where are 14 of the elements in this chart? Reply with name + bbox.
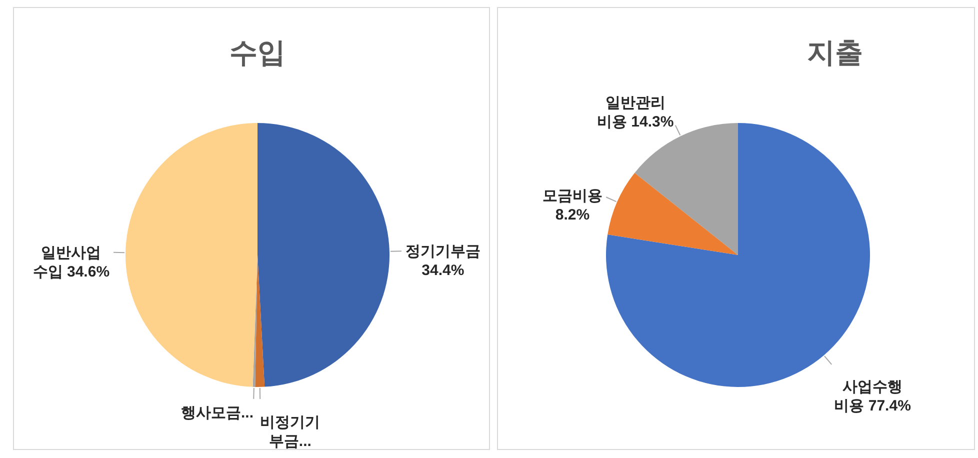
pie-slice (258, 123, 390, 387)
slice-label: 일반관리 비용 14.3% (596, 94, 674, 131)
pie-slice (608, 172, 738, 255)
slice-label: 비정기기부금... (260, 414, 320, 450)
chart-title: 지출 (807, 37, 863, 68)
slice-label: 사업수행 비용 77.4% (834, 378, 911, 414)
slice-label: 행사모금... (181, 404, 254, 422)
slice-label: 정기기부금 (405, 243, 480, 260)
pie-slice (126, 123, 258, 387)
slice-label: 일반사업 수입 34.6% (32, 244, 110, 280)
chart-title: 수입 (230, 37, 286, 68)
data-label: 34.4% (422, 262, 464, 280)
data-label: 8.2% (555, 206, 590, 224)
slice-label: 모금비용 (542, 188, 602, 205)
